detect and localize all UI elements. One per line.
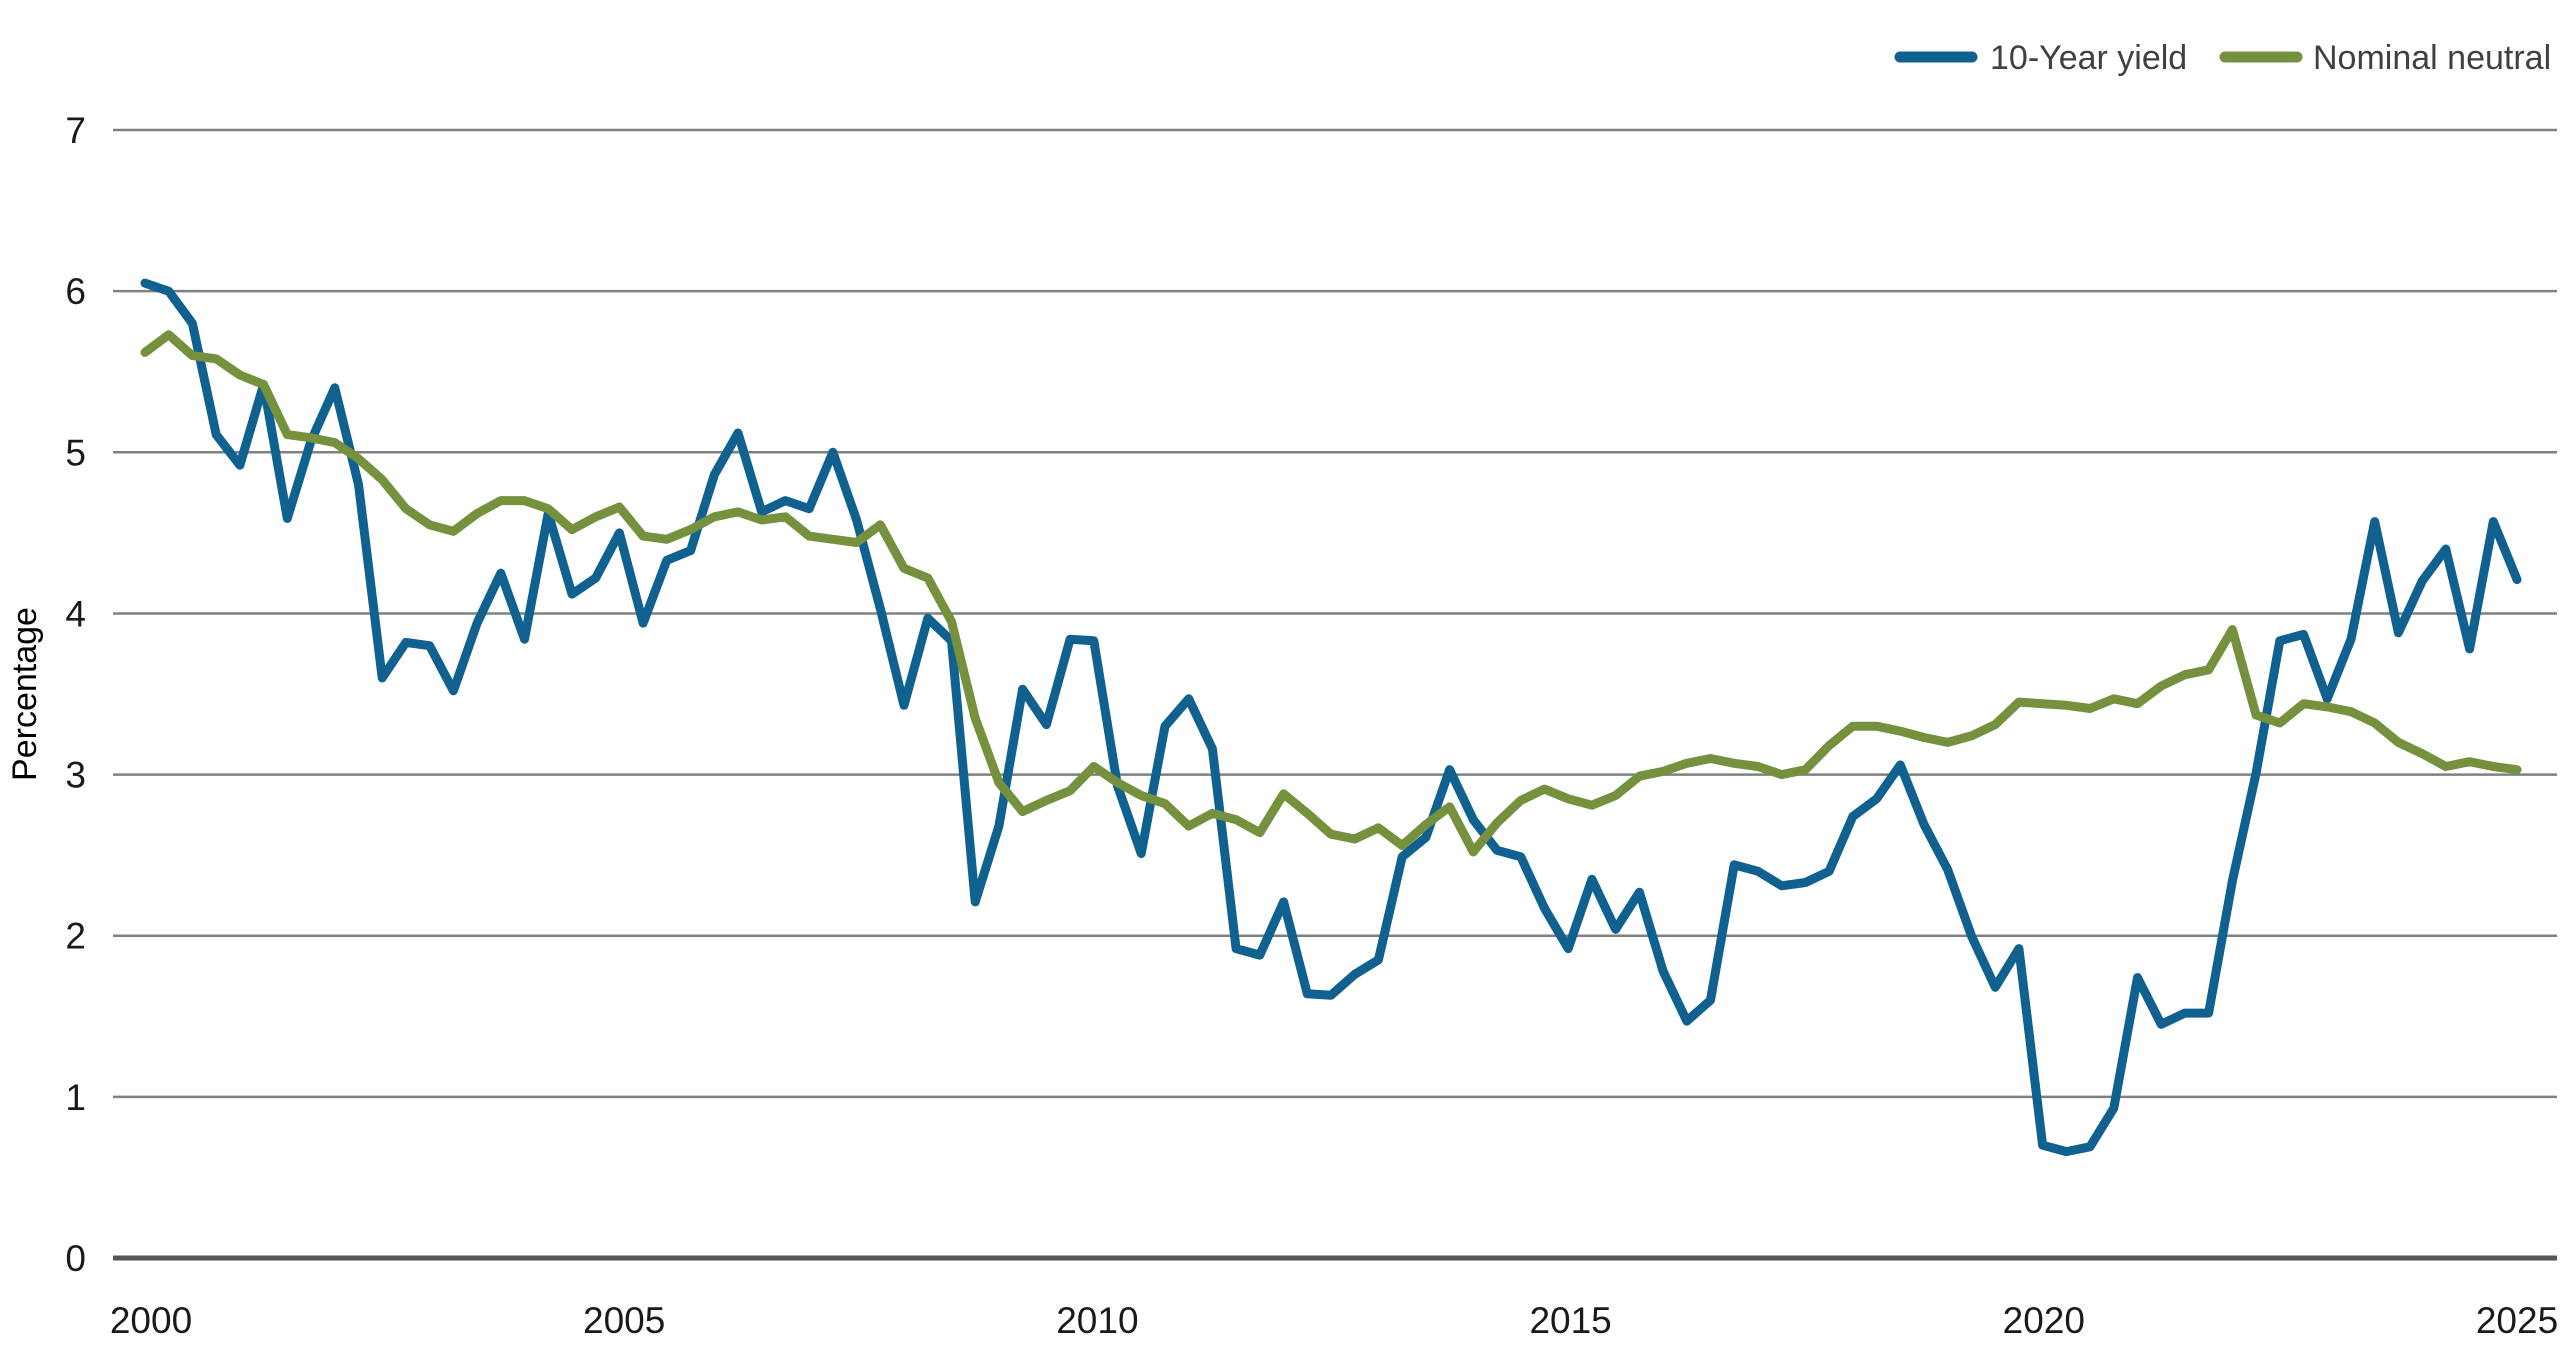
x-axis-tick-labels: 2000 2005 2010 2015 2020 2025 xyxy=(110,1300,2558,1341)
x-tick-label: 2020 xyxy=(2003,1300,2085,1341)
data-series-lines xyxy=(140,278,2522,1157)
y-tick-label: 3 xyxy=(65,755,86,796)
y-tick-label: 4 xyxy=(65,593,86,634)
legend-label-10-year-yield: 10-Year yield xyxy=(1990,39,2187,77)
y-tick-label: 1 xyxy=(65,1077,86,1118)
gridlines xyxy=(113,128,2557,1261)
x-tick-label: 2000 xyxy=(110,1300,192,1341)
y-tick-label: 2 xyxy=(65,916,86,957)
chart-legend: 10-Year yield Nominal neutral xyxy=(1894,39,2551,77)
y-tick-label: 0 xyxy=(65,1238,86,1279)
series-line-nominal-neutral xyxy=(140,330,2522,857)
x-tick-label: 2015 xyxy=(1529,1300,1611,1341)
x-tick-label: 2010 xyxy=(1056,1300,1138,1341)
y-tick-label: 5 xyxy=(65,432,86,473)
y-axis-tick-labels: 0 1 2 3 4 5 6 7 xyxy=(65,110,86,1279)
legend-item-nominal-neutral: Nominal neutral xyxy=(2219,39,2551,77)
x-tick-label: 2025 xyxy=(2476,1300,2558,1341)
legend-label-nominal-neutral: Nominal neutral xyxy=(2313,39,2551,77)
y-tick-label: 7 xyxy=(65,110,86,151)
y-tick-label: 6 xyxy=(65,271,86,312)
x-tick-label: 2005 xyxy=(583,1300,665,1341)
series-line-10-year-yield xyxy=(140,278,2522,1157)
legend-item-10-year-yield: 10-Year yield xyxy=(1894,39,2187,77)
y-axis-title: Percentage xyxy=(6,607,44,781)
